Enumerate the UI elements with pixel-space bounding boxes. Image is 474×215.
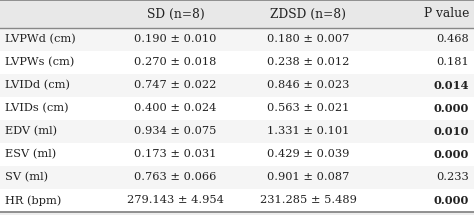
Bar [0,28,474,51]
Bar [0,120,474,143]
Bar [0,74,474,97]
Text: 0.000: 0.000 [434,195,469,206]
Text: 0.014: 0.014 [434,80,469,91]
Text: 0.846 ± 0.023: 0.846 ± 0.023 [267,80,349,91]
Text: 0.181: 0.181 [437,57,469,68]
Text: HR (bpm): HR (bpm) [5,195,61,206]
Text: 0.468: 0.468 [437,34,469,45]
Text: 0.190 ± 0.010: 0.190 ± 0.010 [134,34,217,45]
Bar [0,0,474,28]
Bar [0,143,474,166]
Text: 0.563 ± 0.021: 0.563 ± 0.021 [267,103,349,114]
Text: 0.934 ± 0.075: 0.934 ± 0.075 [134,126,217,137]
Text: SV (ml): SV (ml) [5,172,48,183]
Text: 0.763 ± 0.066: 0.763 ± 0.066 [134,172,217,183]
Text: 0.400 ± 0.024: 0.400 ± 0.024 [134,103,217,114]
Text: 0.747 ± 0.022: 0.747 ± 0.022 [134,80,217,91]
Text: 279.143 ± 4.954: 279.143 ± 4.954 [127,195,224,206]
Text: 0.429 ± 0.039: 0.429 ± 0.039 [267,149,349,160]
Text: LVIDs (cm): LVIDs (cm) [5,103,68,114]
Text: 1.331 ± 0.101: 1.331 ± 0.101 [267,126,349,137]
Text: 0.270 ± 0.018: 0.270 ± 0.018 [134,57,217,68]
Text: SD (n=8): SD (n=8) [146,8,204,20]
Text: 0.180 ± 0.007: 0.180 ± 0.007 [267,34,349,45]
Bar [0,189,474,212]
Text: ZDSD (n=8): ZDSD (n=8) [270,8,346,20]
Text: 0.173 ± 0.031: 0.173 ± 0.031 [134,149,217,160]
Text: 0.010: 0.010 [434,126,469,137]
Text: 0.238 ± 0.012: 0.238 ± 0.012 [267,57,349,68]
Text: ESV (ml): ESV (ml) [5,149,56,160]
Text: LVPWs (cm): LVPWs (cm) [5,57,74,68]
Text: LVPWd (cm): LVPWd (cm) [5,34,75,45]
Text: 0.000: 0.000 [434,103,469,114]
Text: LVIDd (cm): LVIDd (cm) [5,80,70,91]
Text: EDV (ml): EDV (ml) [5,126,57,137]
Text: P value: P value [424,8,469,20]
Text: 0.233: 0.233 [437,172,469,183]
Bar [0,97,474,120]
Text: 0.901 ± 0.087: 0.901 ± 0.087 [267,172,349,183]
Bar [0,51,474,74]
Bar [0,166,474,189]
Text: 231.285 ± 5.489: 231.285 ± 5.489 [260,195,356,206]
Text: 0.000: 0.000 [434,149,469,160]
